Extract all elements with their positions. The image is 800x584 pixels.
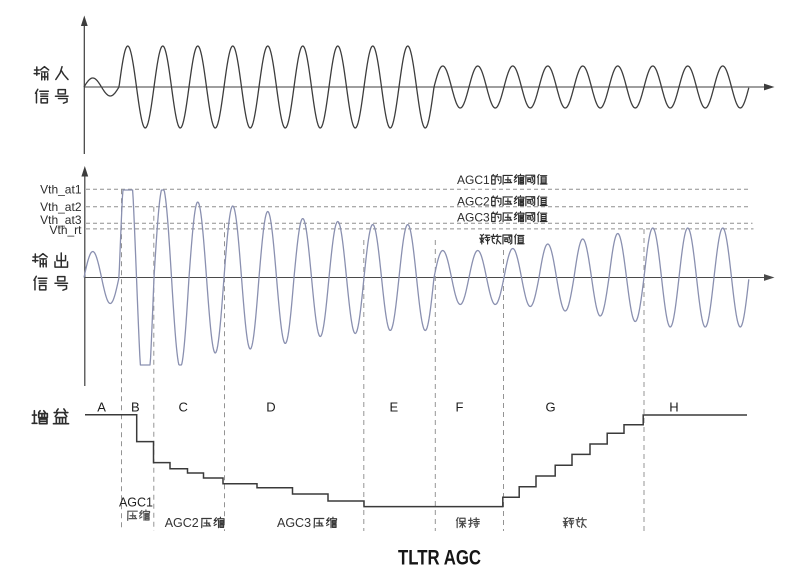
svg-text:AGC2: AGC2 — [165, 516, 199, 530]
svg-text:AGC1: AGC1 — [457, 173, 490, 187]
svg-text:G: G — [545, 400, 555, 415]
svg-text:D: D — [266, 400, 275, 415]
svg-text:A: A — [97, 400, 106, 415]
svg-text:F: F — [456, 400, 464, 415]
svg-text:AGC3: AGC3 — [277, 516, 311, 530]
svg-text:AGC3: AGC3 — [457, 211, 490, 225]
svg-text:E: E — [389, 400, 398, 415]
svg-text:Vth_at2: Vth_at2 — [40, 200, 82, 214]
svg-text:C: C — [179, 400, 188, 415]
svg-text:H: H — [669, 400, 678, 415]
svg-text:Vth_rt: Vth_rt — [49, 223, 82, 237]
svg-text:AGC1: AGC1 — [119, 496, 153, 510]
svg-text:Vth_at3: Vth_at3 — [40, 213, 82, 227]
svg-text:TLTR AGC: TLTR AGC — [398, 547, 481, 570]
svg-text:Vth_at1: Vth_at1 — [40, 183, 82, 197]
svg-text:B: B — [131, 400, 140, 415]
svg-text:AGC2: AGC2 — [457, 195, 490, 209]
